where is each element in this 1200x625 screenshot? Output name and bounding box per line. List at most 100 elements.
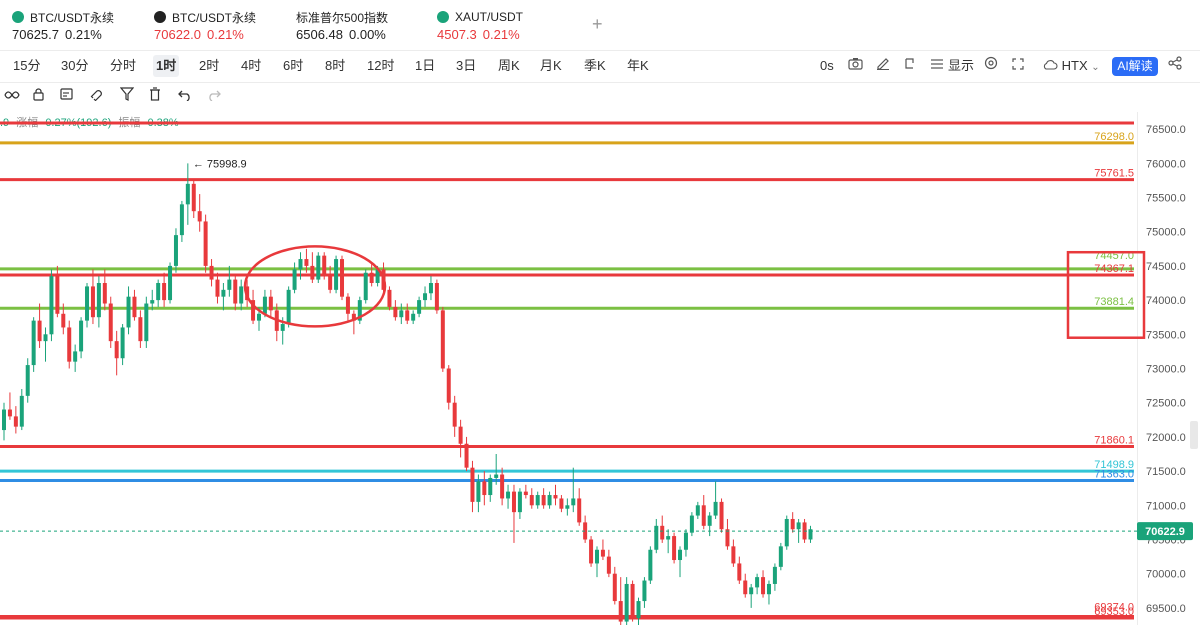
candle <box>695 501 700 519</box>
candle <box>108 296 113 348</box>
timeframe-1mo[interactable]: 月K <box>540 58 562 73</box>
candle-body <box>150 300 155 304</box>
candle <box>262 289 267 318</box>
timeframe-15m[interactable]: 15分 <box>13 58 41 73</box>
fullscreen-icon[interactable] <box>1012 55 1024 77</box>
candle-body <box>55 276 60 314</box>
ticker-tab-3[interactable]: 标准普尔500指数 6506.48 0.00% <box>296 8 388 46</box>
candle <box>96 276 101 328</box>
candle <box>660 515 665 543</box>
timeframe-30m[interactable]: 30分 <box>61 58 89 73</box>
candle <box>476 474 481 513</box>
current-price-tag <box>1137 522 1193 541</box>
candle-body <box>144 303 149 342</box>
ticker-name: BTC/USDT永续 <box>30 10 115 25</box>
timeframe-2h[interactable]: 2时 <box>199 58 220 73</box>
template-icon[interactable] <box>60 87 74 105</box>
candle <box>55 265 60 318</box>
filter-icon[interactable] <box>119 87 135 105</box>
candle-body <box>173 235 178 266</box>
exchange-selector[interactable]: HTX ⌄ <box>1042 55 1100 77</box>
add-tab-button[interactable]: + <box>592 14 603 34</box>
list-icon[interactable] <box>930 55 944 77</box>
candle-body <box>197 211 202 222</box>
ai-interpret-button[interactable]: AI解读 <box>1112 57 1158 76</box>
timeframe-1h[interactable]: 1时 <box>153 55 180 77</box>
candle <box>446 365 451 410</box>
candle-body <box>808 529 813 540</box>
trash-icon[interactable] <box>149 87 161 105</box>
candle-body <box>541 495 546 506</box>
candle-body <box>423 293 428 301</box>
candle <box>363 269 368 304</box>
candle-body <box>761 577 766 595</box>
candle-body <box>618 601 623 622</box>
indicator-icon[interactable] <box>4 87 20 105</box>
candle-body <box>683 532 688 550</box>
timeframe-1d[interactable]: 1日 <box>415 58 436 73</box>
ticker-change: 0.00% <box>349 27 386 42</box>
undo-icon[interactable] <box>178 87 192 105</box>
candle <box>689 512 694 537</box>
lock-icon[interactable] <box>32 87 45 105</box>
candle-body <box>529 495 534 506</box>
candle-body <box>725 529 730 547</box>
candle-body <box>440 310 445 369</box>
y-tick-label: 76500.0 <box>1146 124 1186 136</box>
camera-icon[interactable] <box>848 55 863 77</box>
magnet-icon[interactable] <box>90 87 104 105</box>
share-box-icon[interactable] <box>904 55 917 77</box>
candle-body <box>660 525 665 540</box>
ticker-tab-2[interactable]: BTC/USDT永续 70622.0 0.21% <box>154 8 256 46</box>
axis-scroll-handle[interactable] <box>1190 421 1198 449</box>
candle-body <box>784 518 789 547</box>
display-menu[interactable]: 显示 <box>948 58 975 73</box>
candle-body <box>517 491 522 513</box>
candle <box>61 303 66 335</box>
candle <box>648 546 653 584</box>
candle <box>37 303 42 348</box>
candle <box>298 252 303 280</box>
timeframe-year[interactable]: 年K <box>627 58 649 73</box>
timeframe-3d[interactable]: 3日 <box>456 58 477 73</box>
ticker-tab-1[interactable]: BTC/USDT永续 70625.7 0.21% <box>12 8 114 46</box>
candle <box>624 577 629 625</box>
candle <box>672 532 677 564</box>
chevron-down-icon: ⌄ <box>1091 62 1100 73</box>
candle <box>387 286 392 311</box>
settings-icon[interactable] <box>984 55 998 77</box>
ticker-tabs: BTC/USDT永续 70625.7 0.21% BTC/USDT永续 70622… <box>0 0 1200 51</box>
candle-body <box>61 313 66 328</box>
pencil-icon[interactable] <box>876 55 890 77</box>
timeframe-1w[interactable]: 周K <box>498 58 520 73</box>
s-logo-icon <box>437 11 449 23</box>
candle-body <box>13 416 18 427</box>
candle-body <box>162 283 167 301</box>
candle-body <box>553 495 558 499</box>
ticker-tab-4[interactable]: XAUT/USDT 4507.3 0.21% <box>437 8 523 46</box>
candle <box>79 317 84 359</box>
redo-icon[interactable] <box>207 87 221 105</box>
timeframe-4h[interactable]: 4时 <box>241 58 262 73</box>
candle <box>630 580 635 622</box>
candle <box>511 484 516 543</box>
timeframe-8h[interactable]: 8时 <box>325 58 346 73</box>
ticker-price: 6506.48 <box>296 27 343 42</box>
y-tick-label: 70000.0 <box>1146 569 1186 581</box>
timeframe-line[interactable]: 分时 <box>110 58 137 73</box>
candle <box>749 583 754 608</box>
candle <box>737 556 742 584</box>
timeframe-quarter[interactable]: 季K <box>584 58 606 73</box>
candle-body <box>114 341 119 359</box>
timeframe-6h[interactable]: 6时 <box>283 58 304 73</box>
price-level-label: 71363.0 <box>1094 468 1134 480</box>
highlight-ellipse <box>243 245 387 328</box>
timeframe-12h[interactable]: 12时 <box>367 58 395 73</box>
candle-body <box>405 310 410 321</box>
share-icon[interactable] <box>1168 55 1182 77</box>
candle-body <box>7 409 12 417</box>
candle-body <box>292 269 297 290</box>
candle <box>423 286 428 307</box>
candle <box>209 259 214 287</box>
